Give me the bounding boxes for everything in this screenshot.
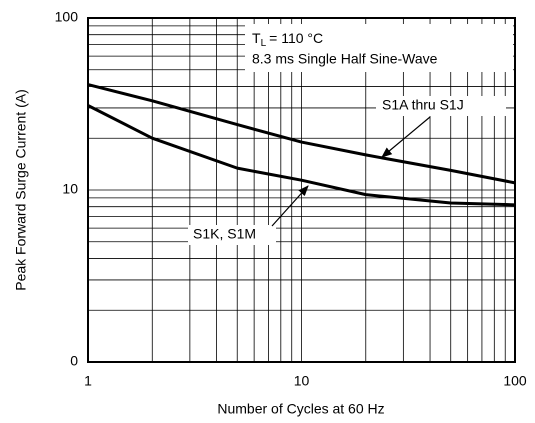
note-wave: 8.3 ms Single Half Sine-Wave <box>252 51 438 67</box>
label-bg <box>188 225 276 245</box>
x-tick-label: 100 <box>503 373 527 389</box>
y-tick-label: 10 <box>62 181 78 197</box>
arrow <box>271 185 309 227</box>
series-label: S1K, S1M <box>193 226 256 242</box>
y-tick-label: 0 <box>70 353 78 369</box>
label-bg <box>376 96 506 116</box>
plot-frame <box>87 17 516 363</box>
x-axis-title: Number of Cycles at 60 Hz <box>217 401 384 417</box>
y-axis-title: Peak Forward Surge Current (A) <box>13 89 29 291</box>
series-line <box>87 104 516 207</box>
y-tick-label: 100 <box>55 9 79 25</box>
curves <box>87 83 516 207</box>
note-temp: TL = 110 °C <box>252 30 323 49</box>
note-t: T <box>252 30 261 46</box>
x-tick-label: 1 <box>84 373 92 389</box>
series-label: S1A thru S1J <box>382 97 464 113</box>
note-sub: L <box>261 38 267 49</box>
note-box <box>245 24 513 72</box>
note-value: = 110 °C <box>269 30 323 46</box>
arrow <box>381 116 431 158</box>
x-tick-label: 10 <box>294 373 310 389</box>
series-line <box>87 83 516 185</box>
